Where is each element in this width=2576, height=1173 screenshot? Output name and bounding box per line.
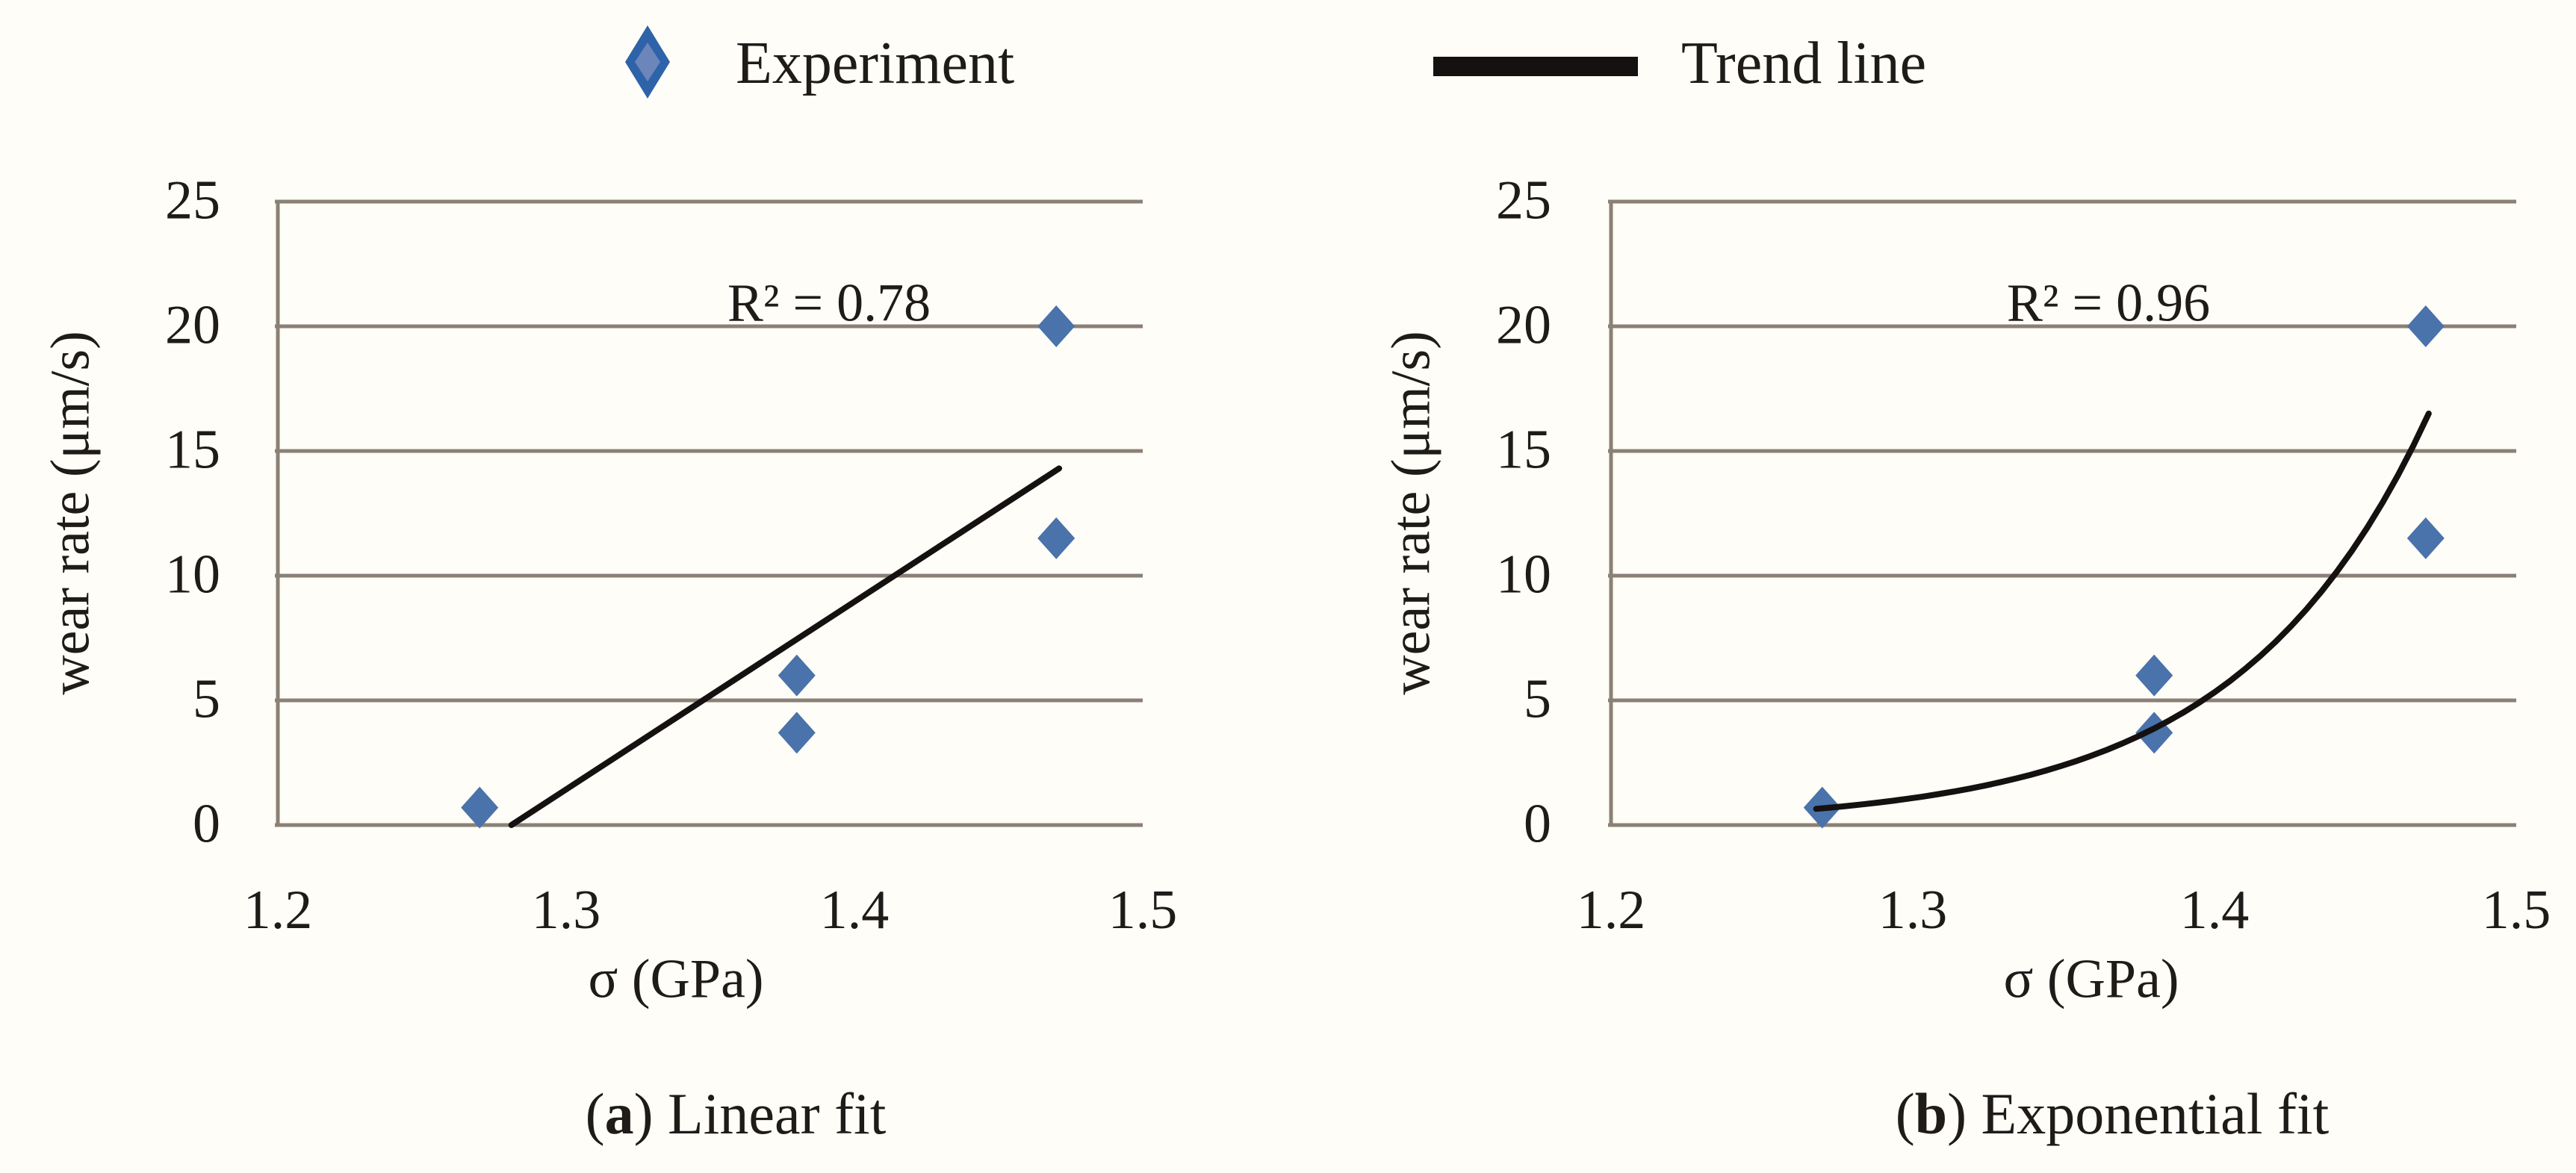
y-tick-label: 5 — [1524, 668, 1551, 730]
data-point-diamond — [461, 786, 499, 829]
caption-a-letter: a — [604, 1081, 634, 1146]
x-axis-title-b: σ (GPa) — [2003, 948, 2179, 1010]
r-squared-label-b: R² = 0.96 — [2006, 273, 2211, 333]
x-tick-label: 1.5 — [1108, 880, 1178, 941]
x-tick-label: 1.2 — [1576, 880, 1646, 941]
caption-b-rest: ) Exponential fit — [1947, 1081, 2330, 1146]
y-tick-label: 10 — [1496, 544, 1551, 606]
data-point-diamond — [778, 712, 816, 754]
x-tick-label: 1.3 — [1878, 880, 1948, 941]
y-tick-label: 10 — [165, 544, 220, 606]
data-point-diamond — [778, 654, 816, 697]
r-squared-label-a: R² = 0.78 — [727, 273, 931, 333]
x-tick-label: 1.5 — [2481, 880, 2551, 941]
caption-b-letter: b — [1914, 1081, 1948, 1146]
data-point-diamond — [1037, 517, 1076, 559]
y-tick-label: 25 — [165, 169, 220, 231]
y-tick-label: 15 — [165, 419, 220, 481]
y-tick-label: 5 — [193, 668, 220, 730]
trend-line — [508, 465, 1063, 828]
legend-label-experiment: Experiment — [736, 31, 1015, 96]
x-tick-label: 1.4 — [819, 880, 890, 941]
y-axis-title-a: wear rate (μm/s) — [40, 331, 102, 695]
y-tick-label: 20 — [1496, 294, 1551, 356]
data-point-diamond — [1037, 305, 1076, 347]
caption-b-open: ( — [1895, 1081, 1915, 1146]
experiment-diamond-icon — [625, 25, 670, 99]
y-tick-label: 0 — [1524, 793, 1551, 855]
y-tick-label: 20 — [165, 294, 220, 356]
caption-b: (b) Exponential fit — [1896, 1080, 2330, 1148]
y-tick-label: 0 — [193, 793, 220, 855]
trend-curve — [1813, 410, 2432, 812]
legend-label-trend-line: Trend line — [1681, 31, 1927, 96]
data-point-diamond — [2406, 517, 2445, 559]
caption-a-open: ( — [585, 1081, 605, 1146]
data-point-diamond — [2135, 654, 2173, 697]
y-tick-label: 25 — [1496, 169, 1551, 231]
caption-a: (a) Linear fit — [586, 1080, 887, 1148]
trend-line-swatch-icon — [1433, 57, 1638, 76]
caption-a-rest: ) Linear fit — [633, 1081, 887, 1146]
x-axis-title-a: σ (GPa) — [588, 948, 764, 1010]
y-tick-label: 15 — [1496, 419, 1551, 481]
x-tick-label: 1.3 — [531, 880, 601, 941]
diamond-inner-shape — [635, 43, 660, 81]
data-point-diamond — [2406, 305, 2445, 347]
x-tick-label: 1.4 — [2179, 880, 2250, 941]
y-axis-title-b: wear rate (μm/s) — [1380, 331, 1442, 695]
x-tick-label: 1.2 — [243, 880, 313, 941]
